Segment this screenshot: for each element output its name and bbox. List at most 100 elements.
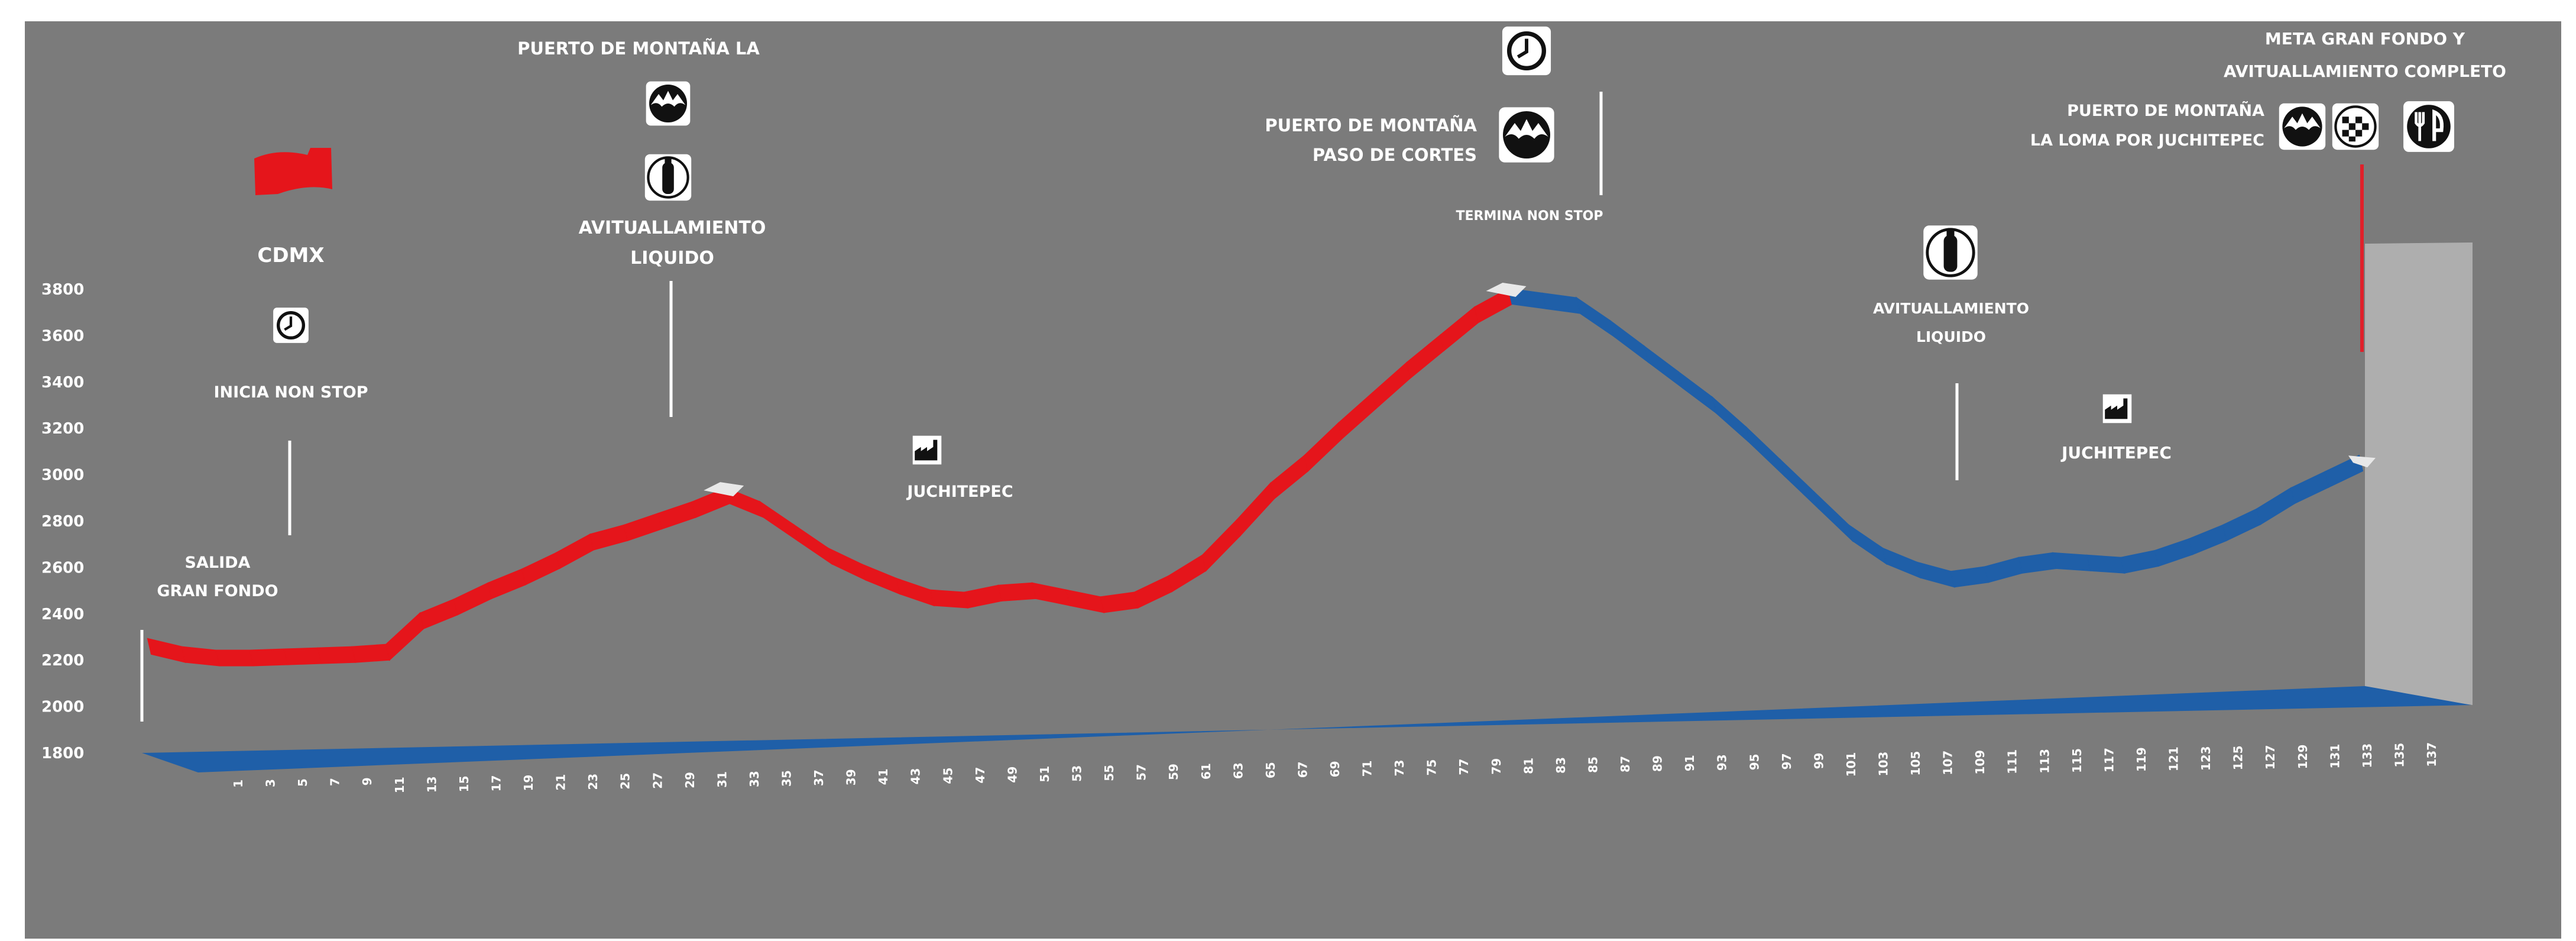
juchitepec-2-label: JUCHITEPEC xyxy=(2060,443,2172,463)
flag-icon xyxy=(254,148,332,195)
x-tick-label: 19 xyxy=(521,775,536,791)
x-tick-label: 113 xyxy=(2037,749,2052,774)
profile-segment xyxy=(2324,454,2364,489)
x-tick-label: 89 xyxy=(1651,755,1665,772)
x-tick-label: 33 xyxy=(747,771,762,787)
profile-segment xyxy=(997,582,1037,602)
bottle-icon xyxy=(1923,225,1977,279)
x-tick-label: 75 xyxy=(1425,759,1439,776)
x-tick-label: 17 xyxy=(489,775,503,792)
x-tick-label: 111 xyxy=(2005,749,2020,774)
x-tick-label: 61 xyxy=(1199,763,1213,780)
x-tick-label: 31 xyxy=(715,771,729,788)
profile-segment xyxy=(929,589,969,609)
x-tick-label: 7 xyxy=(328,778,342,786)
x-tick-label: 47 xyxy=(973,767,987,784)
summit-cap xyxy=(1486,283,1527,297)
y-tick-label: 2800 xyxy=(41,513,84,531)
y-tick-label: 2400 xyxy=(41,606,84,623)
avituallamiento-1-label-line2: LIQUIDO xyxy=(630,248,714,269)
x-tick-label: 73 xyxy=(1392,760,1407,777)
x-tick-label: 43 xyxy=(909,768,923,785)
salida-label-line1: SALIDA xyxy=(185,554,251,572)
x-tick-label: 51 xyxy=(1038,766,1052,782)
x-tick-label: 29 xyxy=(683,772,697,788)
x-tick-label: 107 xyxy=(1941,751,1955,775)
mountain-icon xyxy=(646,81,691,126)
y-tick-label: 2200 xyxy=(41,652,84,670)
checkered-flag-icon xyxy=(2332,104,2379,150)
termina-non-stop-label: TERMINA NON STOP xyxy=(1456,209,1603,224)
x-tick-label: 95 xyxy=(1747,754,1761,770)
x-tick-label: 41 xyxy=(876,768,890,785)
x-tick-label: 9 xyxy=(360,777,374,785)
x-tick-label: 83 xyxy=(1554,757,1568,774)
x-tick-label: 85 xyxy=(1586,756,1600,773)
bottle-icon xyxy=(645,154,691,201)
loma-label-line2: LA LOMA POR JUCHITEPEC xyxy=(2030,131,2264,150)
factory-icon xyxy=(912,435,942,465)
x-tick-label: 23 xyxy=(586,774,600,790)
x-tick-label: 35 xyxy=(780,770,794,787)
x-tick-label: 125 xyxy=(2231,745,2246,770)
x-tick-label: 119 xyxy=(2134,747,2149,772)
x-tick-label: 105 xyxy=(1908,751,1923,776)
avituallamiento-2-label-line1: AVITUALLAMIENTO xyxy=(1873,300,2029,317)
x-tick-label: 103 xyxy=(1877,752,1891,777)
inicia-non-stop-label: INICIA NON STOP xyxy=(214,383,368,402)
y-tick-label: 3200 xyxy=(41,420,84,438)
x-tick-label: 11 xyxy=(393,777,407,793)
y-tick-label: 1800 xyxy=(41,745,84,762)
x-tick-label: 53 xyxy=(1070,765,1084,782)
y-axis: 1800 2000 2200 2400 2600 2800 3000 3200 3400 3600… xyxy=(41,281,84,762)
salida-label-line2: GRAN FONDO xyxy=(157,582,278,600)
finish-cap xyxy=(2348,455,2376,468)
x-tick-label: 55 xyxy=(1102,765,1116,781)
profile-segment xyxy=(2086,554,2125,574)
profile-segment xyxy=(351,643,391,663)
meta-label-line1: META GRAN FONDO Y xyxy=(2265,29,2465,48)
y-tick-label: 3800 xyxy=(41,281,84,299)
x-tick-label: 81 xyxy=(1521,758,1535,774)
x-tick-label: 25 xyxy=(618,773,633,790)
x-tick-label: 123 xyxy=(2199,746,2213,771)
food-icon xyxy=(2403,101,2454,152)
puerto-la-label: PUERTO DE MONTAÑA LA xyxy=(517,38,760,59)
x-tick-label: 87 xyxy=(1618,756,1632,772)
x-tick-label: 109 xyxy=(1973,750,1987,775)
floor-ribbon xyxy=(142,686,2471,772)
x-tick-label: 97 xyxy=(1780,753,1794,769)
x-tick-label: 49 xyxy=(1005,767,1019,783)
x-tick-label: 99 xyxy=(1812,753,1826,769)
avituallamiento-1-label-line1: AVITUALLAMIENTO xyxy=(579,218,766,238)
x-tick-label: 135 xyxy=(2392,743,2406,768)
cdmx-label: CDMX xyxy=(257,244,324,267)
x-tick-label: 91 xyxy=(1683,755,1697,771)
y-tick-label: 3600 xyxy=(41,327,84,345)
x-tick-label: 133 xyxy=(2360,743,2374,768)
x-tick-label: 13 xyxy=(425,776,439,793)
y-tick-label: 2000 xyxy=(41,699,84,716)
x-tick-label: 27 xyxy=(650,772,665,789)
avituallamiento-2-label-line2: LIQUIDO xyxy=(1916,328,1986,345)
profile-segment xyxy=(249,648,289,667)
meta-label-line2: AVITUALLAMIENTO COMPLETO xyxy=(2224,62,2506,81)
x-tick-label: 45 xyxy=(941,768,955,784)
x-tick-label: 37 xyxy=(812,769,826,786)
clock-icon xyxy=(1502,27,1551,75)
x-tick-label: 69 xyxy=(1328,761,1342,777)
profile-segment xyxy=(317,646,357,664)
x-tick-label: 5 xyxy=(296,778,310,787)
x-tick-label: 39 xyxy=(844,769,858,785)
x-tick-label: 15 xyxy=(457,776,471,793)
profile-segment xyxy=(215,649,254,667)
x-tick-label: 65 xyxy=(1263,762,1278,778)
puerto-paso-label-line2: PASO DE CORTES xyxy=(1313,145,1477,165)
juchitepec-1-label: JUCHITEPEC xyxy=(906,483,1013,501)
x-tick-label: 57 xyxy=(1135,764,1149,781)
y-tick-label: 2600 xyxy=(41,559,84,577)
profile-segment xyxy=(283,647,322,665)
x-axis: 1 3 5 7 9 11 13 15 17 19 21 23 25 27 29 31 33 35 37 39 41 43 4… xyxy=(231,742,2439,793)
